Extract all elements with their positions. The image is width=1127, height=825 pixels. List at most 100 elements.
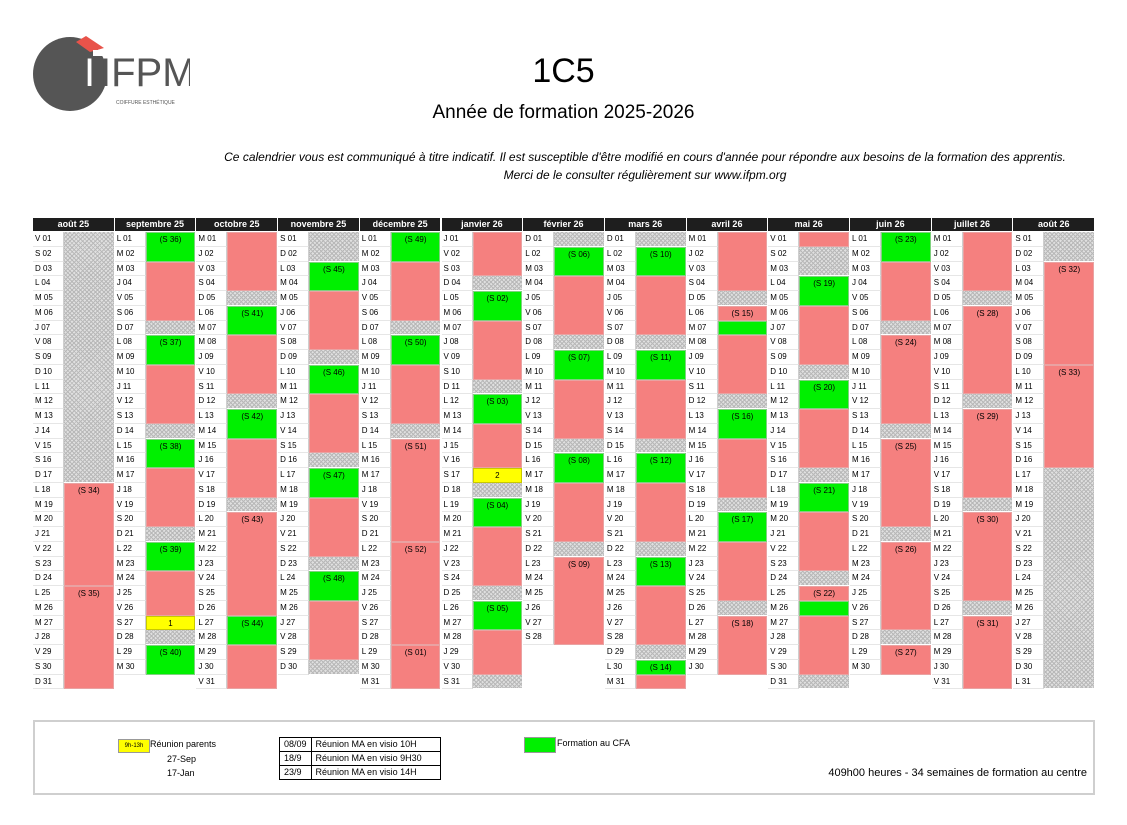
period-block-hatch (635, 335, 686, 350)
week-label: (S 05) (486, 603, 509, 613)
day-label: S 11 (686, 379, 718, 395)
period-block-red: (S 34) (64, 482, 114, 586)
day-label: S 16 (768, 453, 800, 468)
day-label: M 24 (114, 571, 146, 586)
ifpm-logo: I IFPM COIFFURE ESTHÉTIQUE (30, 34, 196, 114)
day-label: M 31 (604, 674, 636, 690)
day-label: D 24 (768, 571, 800, 586)
day-label: V 19 (850, 497, 881, 513)
day-label: J 23 (686, 556, 718, 572)
day-label: V 06 (523, 305, 555, 321)
day-label: M 29 (686, 645, 718, 660)
day-label: J 11 (359, 379, 391, 395)
period-block-red (881, 261, 931, 321)
period-block-green: (S 02) (472, 291, 523, 321)
period-block-hatch (227, 497, 278, 513)
period-block-green: (S 39) (145, 541, 196, 572)
day-label: L 17 (278, 468, 310, 483)
day-label: S 01 (1013, 232, 1045, 247)
period-block-hatch (64, 232, 114, 483)
period-block-hatch (717, 600, 768, 616)
week-label: (S 04) (486, 500, 509, 510)
period-block-red (717, 335, 768, 395)
day-label: M 01 (196, 232, 228, 247)
meeting-swatch: 9h-13h (118, 739, 150, 753)
day-label: M 21 (196, 527, 228, 542)
period-block-hatch (635, 232, 686, 247)
day-label: D 01 (523, 232, 555, 247)
month-header: juin 26 (850, 218, 931, 231)
day-label: M 15 (196, 438, 228, 454)
day-label: D 23 (278, 556, 310, 572)
day-label: M 13 (33, 409, 64, 424)
day-label: M 04 (604, 276, 636, 291)
day-label: D 21 (114, 527, 146, 542)
period-block-hatch (799, 468, 849, 483)
day-label: M 09 (359, 350, 391, 365)
day-label: D 21 (359, 527, 391, 542)
day-label: V 29 (33, 645, 64, 660)
svg-text:COIFFURE ESTHÉTIQUE: COIFFURE ESTHÉTIQUE (116, 99, 176, 106)
period-block-hatch (390, 320, 441, 336)
period-block-green: (S 20) (799, 379, 849, 409)
day-label: V 10 (931, 364, 963, 380)
day-label: L 19 (441, 497, 473, 513)
day-label: M 03 (114, 261, 146, 277)
day-label: J 19 (523, 497, 555, 513)
week-label: (S 02) (486, 294, 509, 303)
period-block-red (227, 645, 278, 690)
day-label: J 29 (441, 645, 473, 660)
period-block-hatch (962, 600, 1013, 616)
day-label: M 24 (523, 571, 555, 586)
month-header: février 26 (523, 218, 604, 231)
period-block-green: (S 21) (799, 482, 849, 513)
day-label: J 25 (114, 586, 146, 601)
day-label: J 05 (604, 291, 636, 306)
day-label: V 13 (523, 409, 555, 424)
day-label: S 11 (196, 379, 228, 395)
day-label: M 05 (1013, 291, 1045, 306)
week-label: (S 52) (404, 544, 427, 554)
day-label: M 30 (114, 659, 146, 675)
day-label: S 06 (114, 305, 146, 321)
day-label: M 10 (359, 364, 391, 380)
day-label: M 25 (278, 586, 310, 601)
day-label: D 23 (1013, 556, 1045, 572)
month-header: juillet 26 (931, 218, 1013, 231)
day-label: M 01 (686, 232, 718, 247)
day-label: L 09 (604, 350, 636, 365)
period-block-red (635, 674, 686, 690)
day-label: S 27 (850, 615, 881, 631)
day-label: M 16 (114, 453, 146, 468)
training-year-subtitle: Année de formation 2025-2026 (432, 102, 695, 123)
day-label: L 18 (768, 482, 800, 498)
day-label: L 15 (359, 438, 391, 454)
day-label: D 22 (604, 541, 636, 557)
day-label: M 13 (768, 409, 800, 424)
day-label: L 05 (441, 291, 473, 306)
day-label: V 24 (196, 571, 228, 586)
day-label: L 10 (278, 364, 310, 380)
week-label: (S 03) (486, 397, 509, 407)
day-label: S 13 (850, 409, 881, 424)
day-label: J 07 (768, 320, 800, 336)
period-block-red: (S 24) (881, 335, 931, 424)
day-label: M 07 (441, 320, 473, 336)
period-block-red (554, 379, 604, 439)
day-label: L 22 (850, 541, 881, 557)
week-label: (S 07) (568, 353, 590, 362)
day-label: L 29 (359, 645, 391, 660)
period-block-red (799, 232, 849, 247)
day-label: J 23 (931, 556, 963, 572)
period-block-green: (S 44) (227, 615, 278, 645)
formation-label: Formation au CFA (557, 738, 631, 748)
total-hours: 409h00 heures - 34 semaines de formation… (828, 767, 1087, 779)
period-block-red (554, 276, 604, 336)
month-header: septembre 25 (114, 218, 196, 231)
period-block-hatch (635, 438, 686, 454)
day-label: V 12 (359, 394, 391, 409)
day-label: M 21 (441, 527, 473, 542)
day-label: J 06 (278, 305, 310, 321)
day-label: M 01 (931, 232, 963, 247)
week-label: (S 25) (894, 441, 917, 451)
